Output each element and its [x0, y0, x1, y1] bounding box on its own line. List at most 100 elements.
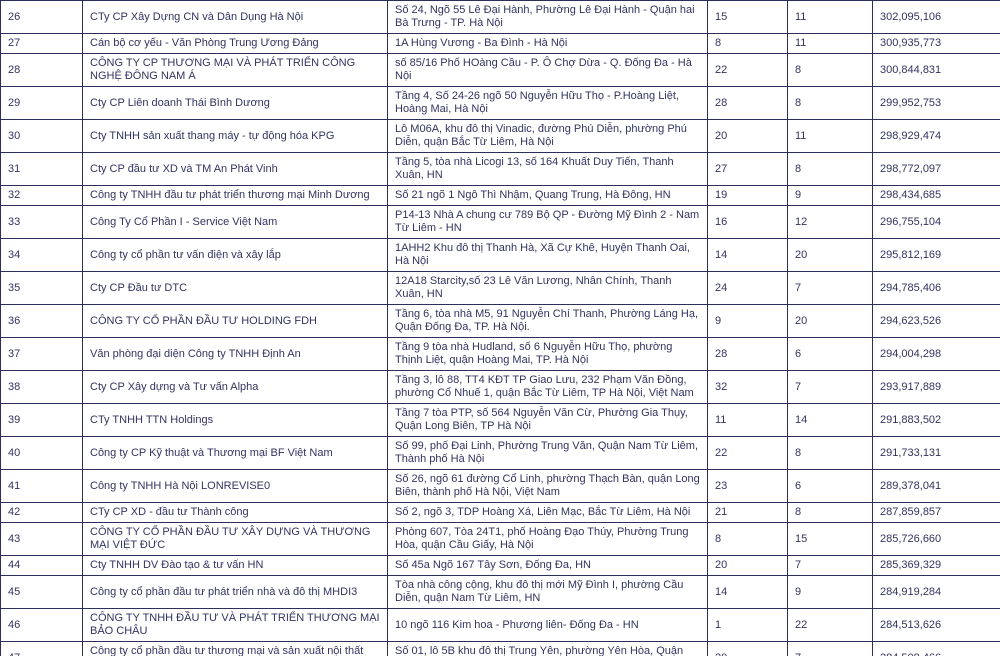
amount-cell: 289,378,041 — [872, 469, 1000, 503]
amount-cell: 300,844,831 — [872, 53, 1000, 87]
row-number-cell: 44 — [0, 555, 83, 576]
value-1-cell: 23 — [707, 469, 788, 503]
value-2-cell: 6 — [787, 469, 873, 503]
table-row: 30 Cty TNHH sản xuất thang máy - tự động … — [0, 119, 1000, 153]
row-number-cell: 42 — [0, 502, 83, 523]
table-row: 43 CÔNG TY CỔ PHẦN ĐẦU TƯ XÂY DỰNG VÀ THƯ… — [0, 522, 1000, 556]
value-1-cell: 20 — [707, 119, 788, 153]
value-1-cell: 11 — [707, 403, 788, 437]
address-cell: Lô M06A, khu đô thị Vinadic, đường Phú D… — [387, 119, 708, 153]
address-cell: 12A18 Starcity,số 23 Lê Văn Lương, Nhân … — [387, 271, 708, 305]
value-1-cell: 28 — [707, 86, 788, 120]
company-name-cell: CÔNG TY CỔ PHẦN ĐẦU TƯ HOLDING FDH — [82, 304, 388, 338]
company-name-cell: Công ty CP Kỹ thuật và Thương mại BF Việ… — [82, 436, 388, 470]
company-name-cell: CTy CP Xây Dựng CN và Dân Dụng Hà Nội — [82, 0, 388, 34]
amount-cell: 294,785,406 — [872, 271, 1000, 305]
address-cell: Số 99, phố Đại Linh, Phường Trung Văn, Q… — [387, 436, 708, 470]
row-number-cell: 47 — [0, 641, 83, 656]
amount-cell: 298,772,097 — [872, 152, 1000, 186]
value-1-cell: 9 — [707, 304, 788, 338]
company-name-cell: CÔNG TY CỔ PHẦN ĐẦU TƯ XÂY DỰNG VÀ THƯƠN… — [82, 522, 388, 556]
address-cell: Số 01, lô 5B khu đô thị Trung Yên, phườn… — [387, 641, 708, 656]
table-row: 39 CTy TNHH TTN Holdings Tầng 7 tòa PTP, s… — [0, 403, 1000, 437]
company-name-cell: CTy TNHH TTN Holdings — [82, 403, 388, 437]
value-2-cell: 8 — [787, 86, 873, 120]
value-2-cell: 22 — [787, 608, 873, 642]
amount-cell: 285,369,329 — [872, 555, 1000, 576]
company-name-cell: Công ty cổ phần đầu tư phát triển nhà và… — [82, 575, 388, 609]
company-name-cell: CÔNG TY TNHH ĐẦU TƯ VÀ PHÁT TRIỂN THƯƠNG… — [82, 608, 388, 642]
address-cell: 10 ngõ 116 Kim hoa - Phương liên- Đống Đ… — [387, 608, 708, 642]
row-number-cell: 35 — [0, 271, 83, 305]
amount-cell: 284,919,284 — [872, 575, 1000, 609]
value-1-cell: 14 — [707, 238, 788, 272]
value-1-cell: 16 — [707, 205, 788, 239]
address-cell: Tầng 7 tòa PTP, số 564 Nguyễn Văn Cừ, Ph… — [387, 403, 708, 437]
company-name-cell: CTy CP XD - đầu tư Thành công — [82, 502, 388, 523]
value-1-cell: 32 — [707, 370, 788, 404]
value-2-cell: 8 — [787, 53, 873, 87]
table-row: 28 CÔNG TY CP THƯƠNG MẠI VÀ PHÁT TRIỂN CÔ… — [0, 53, 1000, 87]
value-2-cell: 20 — [787, 304, 873, 338]
row-number-cell: 38 — [0, 370, 83, 404]
value-1-cell: 22 — [707, 436, 788, 470]
address-cell: Tầng 3, lô 88, TT4 KĐT TP Giao Lưu, 232 … — [387, 370, 708, 404]
company-name-cell: Cty TNHH DV Đào tạo & tư vấn HN — [82, 555, 388, 576]
company-name-cell: Công ty cổ phần đầu tư thương mại và sản… — [82, 641, 388, 656]
amount-cell: 293,917,889 — [872, 370, 1000, 404]
value-1-cell: 19 — [707, 185, 788, 206]
address-cell: P14-13 Nhà A chung cư 789 Bộ QP - Đường … — [387, 205, 708, 239]
table-row: 36 CÔNG TY CỔ PHẦN ĐẦU TƯ HOLDING FDH Tầng… — [0, 304, 1000, 338]
value-2-cell: 11 — [787, 0, 873, 34]
value-2-cell: 8 — [787, 152, 873, 186]
row-number-cell: 43 — [0, 522, 83, 556]
row-number-cell: 36 — [0, 304, 83, 338]
row-number-cell: 40 — [0, 436, 83, 470]
company-name-cell: CÔNG TY CP THƯƠNG MẠI VÀ PHÁT TRIỂN CÔNG… — [82, 53, 388, 87]
amount-cell: 284,513,626 — [872, 608, 1000, 642]
company-name-cell: Cty CP đầu tư XD và TM An Phát Vinh — [82, 152, 388, 186]
table-row: 46 CÔNG TY TNHH ĐẦU TƯ VÀ PHÁT TRIỂN THƯƠ… — [0, 608, 1000, 642]
row-number-cell: 45 — [0, 575, 83, 609]
address-cell: Số 45a Ngõ 167 Tây Sơn, Đống Đa, HN — [387, 555, 708, 576]
table-row: 41 Công ty TNHH Hà Nội LONREVISE0 Số 26, n… — [0, 469, 1000, 503]
value-2-cell: 9 — [787, 575, 873, 609]
value-1-cell: 28 — [707, 337, 788, 371]
value-1-cell: 8 — [707, 33, 788, 54]
row-number-cell: 26 — [0, 0, 83, 34]
company-name-cell: Công Ty Cổ Phần I - Service Việt Nam — [82, 205, 388, 239]
value-2-cell: 15 — [787, 522, 873, 556]
company-name-cell: Cán bộ cơ yếu - Văn Phòng Trung Ương Đản… — [82, 33, 388, 54]
address-cell: Tầng 6, tòa nhà M5, 91 Nguyễn Chí Thanh,… — [387, 304, 708, 338]
value-1-cell: 20 — [707, 555, 788, 576]
value-1-cell: 27 — [707, 152, 788, 186]
value-2-cell: 7 — [787, 271, 873, 305]
row-number-cell: 41 — [0, 469, 83, 503]
table-row: 44 Cty TNHH DV Đào tạo & tư vấn HN Số 45a … — [0, 555, 1000, 576]
value-2-cell: 7 — [787, 370, 873, 404]
amount-cell: 296,755,104 — [872, 205, 1000, 239]
value-2-cell: 12 — [787, 205, 873, 239]
table-row: 40 Công ty CP Kỹ thuật và Thương mại BF V… — [0, 436, 1000, 470]
table-row: 47Công ty cổ phần đầu tư thương mại và s… — [0, 641, 1000, 656]
amount-cell: 285,726,660 — [872, 522, 1000, 556]
value-2-cell: 11 — [787, 119, 873, 153]
row-number-cell: 37 — [0, 337, 83, 371]
value-2-cell: 6 — [787, 337, 873, 371]
table-row: 35 Cty CP Đầu tư DTC 12A18 Starcity,số 23 … — [0, 271, 1000, 305]
row-number-cell: 32 — [0, 185, 83, 206]
address-cell: Tòa nhà công cộng, khu đô thị mới Mỹ Đìn… — [387, 575, 708, 609]
company-name-cell: Công ty cổ phần tư vấn điện và xây lắp — [82, 238, 388, 272]
table-row: 38 Cty CP Xây dựng và Tư vấn Alpha Tầng 3,… — [0, 370, 1000, 404]
table-row: 27 Cán bộ cơ yếu - Văn Phòng Trung Ương Đ… — [0, 33, 1000, 54]
row-number-cell: 46 — [0, 608, 83, 642]
address-cell: Phòng 607, Tòa 24T1, phố Hoàng Đạo Thúy,… — [387, 522, 708, 556]
row-number-cell: 33 — [0, 205, 83, 239]
amount-cell: 298,434,685 — [872, 185, 1000, 206]
company-name-cell: Cty CP Xây dựng và Tư vấn Alpha — [82, 370, 388, 404]
table-row: 29 Cty CP Liên doanh Thái Bình Dương Tầng … — [0, 86, 1000, 120]
value-2-cell: 14 — [787, 403, 873, 437]
